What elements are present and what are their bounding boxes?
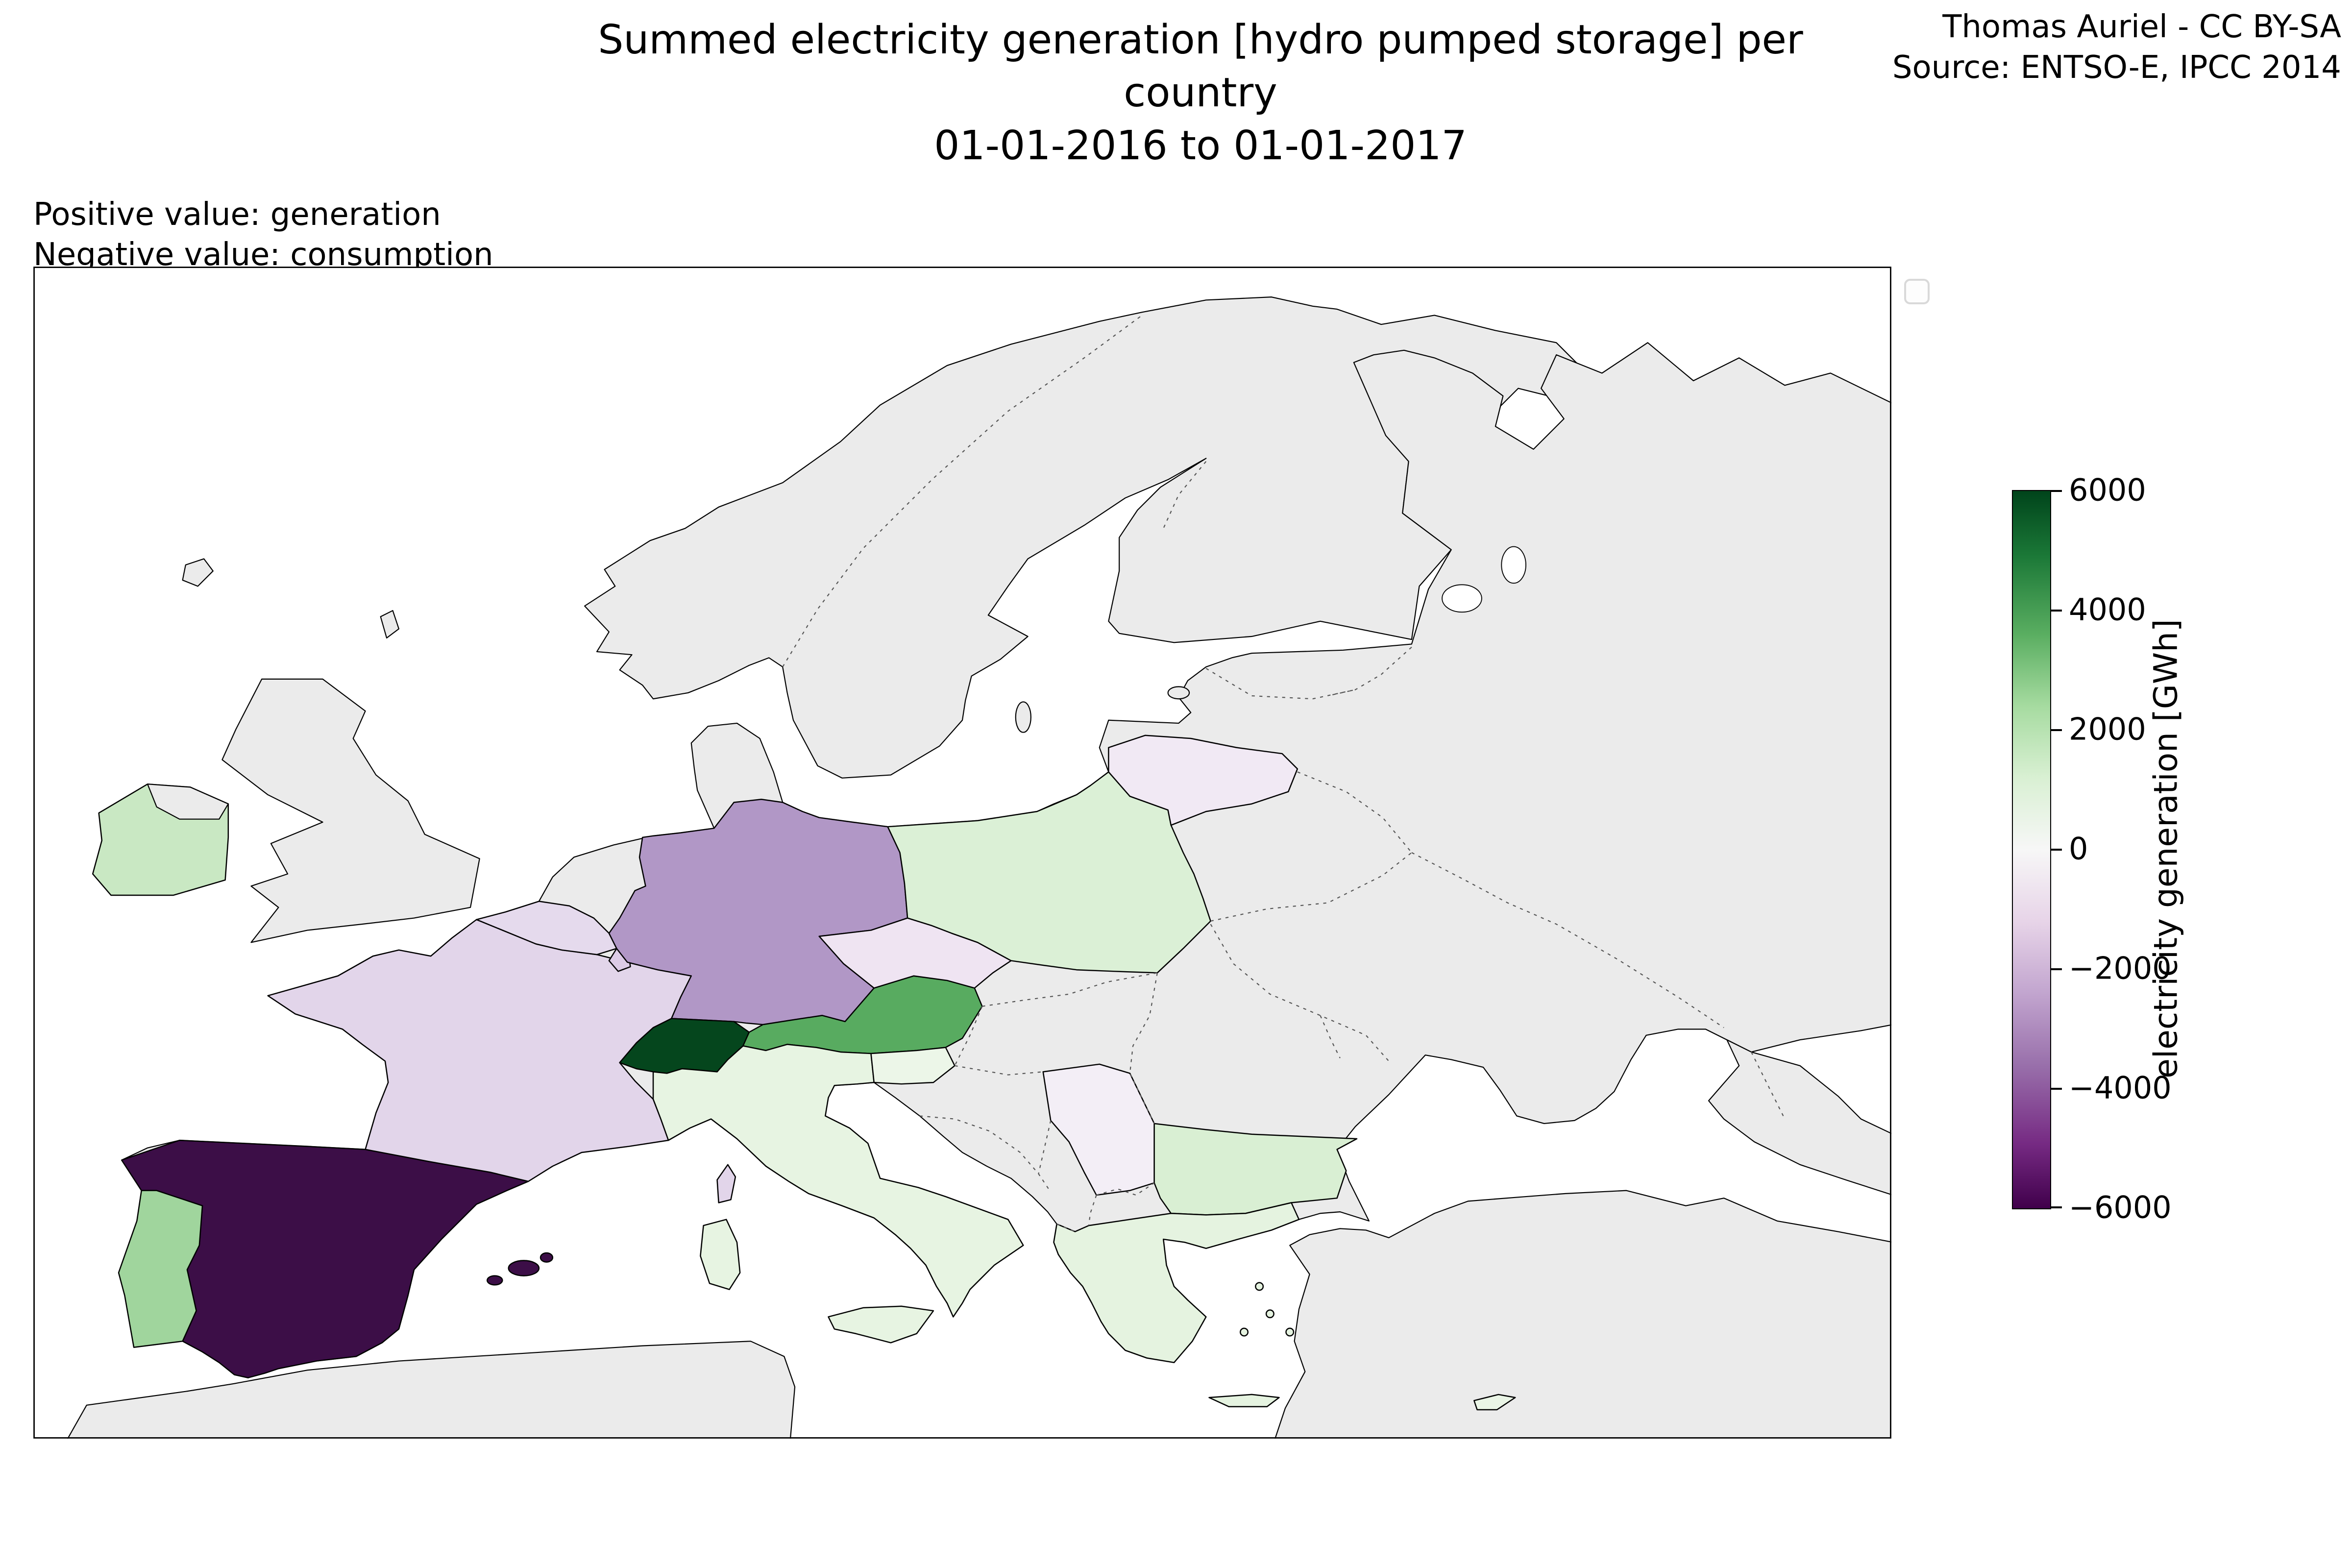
title-line2: 01-01-2016 to 01-01-2017: [934, 122, 1467, 170]
country-greece-island: [1285, 1327, 1295, 1337]
legend-note-positive: Positive value: generation: [33, 196, 441, 233]
colorbar-tick: [2051, 1206, 2062, 1208]
country-slovenia: [870, 1047, 956, 1085]
island-saaremaa: [1167, 686, 1190, 700]
legend-note: Positive value: generation Negative valu…: [33, 195, 493, 275]
country-spain-mallorca: [508, 1260, 540, 1276]
colorbar-axis-label: electricity generation [GWh]: [2147, 619, 2185, 1078]
country-greece: [1053, 1202, 1300, 1363]
colorbar-tick: [2051, 610, 2062, 612]
colorbar-tick: [2051, 490, 2062, 492]
country-greece-island: [1255, 1282, 1264, 1291]
lake-onega: [1501, 546, 1526, 584]
landmass-caucasus: [1708, 1039, 1891, 1196]
country-spain-menorca: [539, 1252, 554, 1263]
island-faroe: [182, 558, 214, 587]
country-italy: [652, 1044, 1024, 1318]
landmass-scandinavia: [584, 296, 1588, 779]
colorbar-tick: [2051, 968, 2062, 970]
map-frame: [33, 267, 1891, 1439]
map-corner-badge: [1904, 279, 1930, 304]
figure-title: Summed electricity generation [hydro pum…: [564, 14, 1838, 173]
attribution-source: Source: ENTSO-E, IPCC 2014: [1892, 49, 2341, 86]
country-poland: [887, 771, 1211, 974]
colorbar-tick-label: −4000: [2069, 1070, 2172, 1106]
title-line1: Summed electricity generation [hydro pum…: [598, 17, 1803, 117]
lake-ladoga: [1442, 584, 1482, 613]
country-serbia: [1042, 1063, 1155, 1196]
colorbar-tick-label: −2000: [2069, 950, 2172, 986]
island-great-britain: [221, 678, 480, 943]
attribution: Thomas Auriel - CC BY-SA Source: ENTSO-E…: [1892, 7, 2341, 88]
country-lithuania: [1108, 735, 1298, 826]
colorbar-tick-label: 4000: [2069, 591, 2146, 628]
colorbar-gradient: [2012, 490, 2051, 1209]
country-cyprus: [1473, 1394, 1516, 1411]
colorbar-tick-label: 0: [2069, 831, 2088, 867]
attribution-author: Thomas Auriel - CC BY-SA: [1942, 9, 2341, 45]
country-italy-sardinia: [700, 1219, 741, 1290]
no-data-borders: [782, 315, 1786, 1232]
country-greece-island: [1240, 1327, 1249, 1337]
map-svg: [33, 267, 1891, 1439]
europe-map: [33, 267, 1891, 1439]
colorbar-tick: [2051, 1088, 2062, 1090]
landmass-north-africa: [67, 1341, 796, 1439]
colorbar-tick-label: 6000: [2069, 472, 2146, 508]
colorbar-tick: [2051, 849, 2062, 851]
country-italy-sicily: [828, 1305, 934, 1344]
colorbar-tick: [2051, 729, 2062, 731]
country-greece-island: [1265, 1309, 1274, 1319]
country-portugal: [118, 1190, 203, 1348]
country-france-corsica: [716, 1164, 736, 1203]
country-greece-crete: [1208, 1394, 1280, 1408]
colorbar-tick-label: 2000: [2069, 711, 2146, 747]
island-shetland: [380, 610, 400, 639]
region-northern-ireland: [147, 784, 229, 820]
country-spain-ibiza: [486, 1275, 503, 1286]
colorbar-tick-label: −6000: [2069, 1189, 2172, 1225]
island-gotland: [1015, 701, 1031, 733]
landmass-turkey: [1274, 1190, 1891, 1439]
